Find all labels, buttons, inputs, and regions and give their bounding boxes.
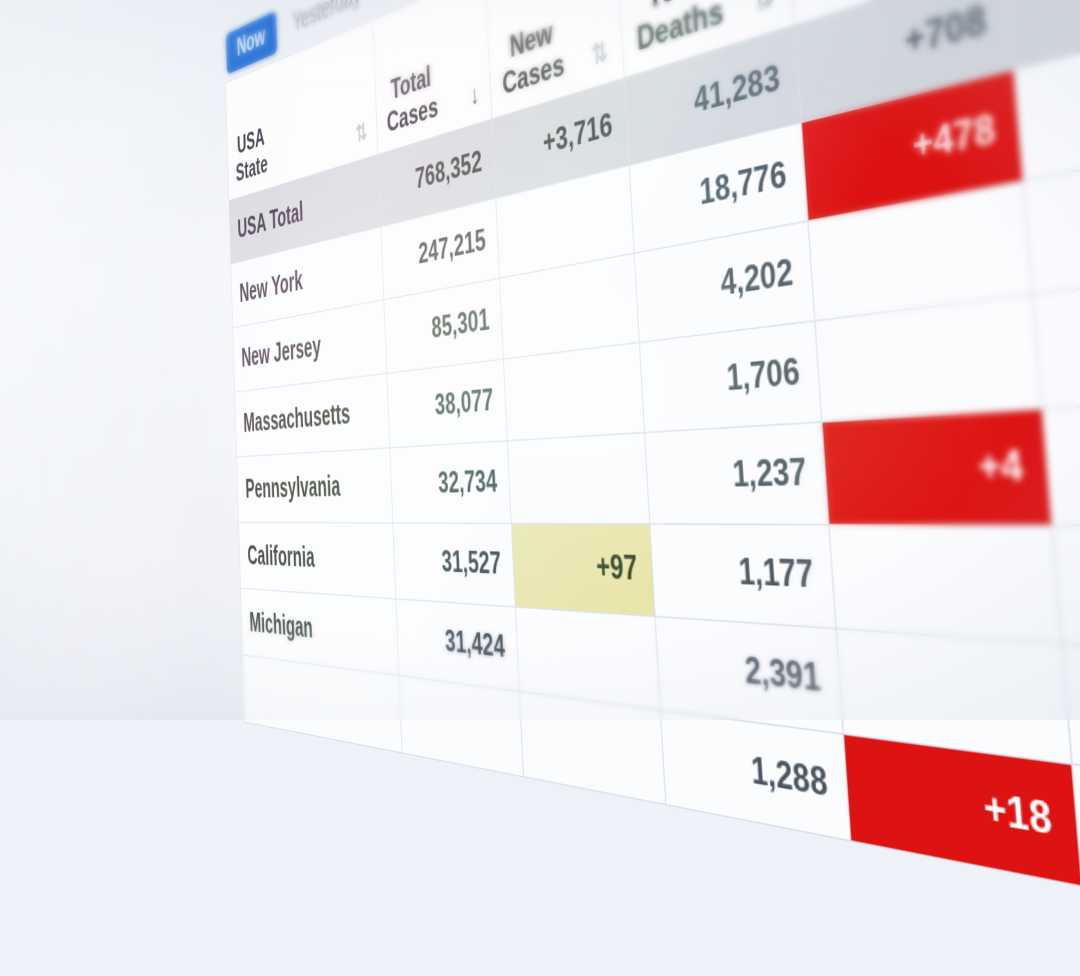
cell-total-cases: 31,527 — [392, 522, 516, 607]
sort-descending-icon[interactable]: ↓ — [469, 80, 480, 112]
webpage-plane: Report Coronavir Sea Now Yesterday — [222, 0, 1080, 959]
cell-total-cases: 32,734 — [389, 440, 512, 524]
cell-new-cases — [519, 691, 666, 805]
perspective-stage: Report Coronavir Sea Now Yesterday — [225, 0, 1080, 955]
sort-both-icon[interactable]: ⇅ — [752, 0, 776, 22]
cell-new-cases: +97 — [511, 523, 656, 617]
covid-stats-table: USA State ⇅ Total Cases — [225, 0, 1080, 955]
cell-total-cases: 38,077 — [386, 359, 508, 448]
cell-total-cases — [398, 675, 524, 777]
screen-surface: Report Coronavir Sea Now Yesterday — [0, 0, 1080, 955]
cell-state: California — [238, 522, 396, 599]
cell-total-deaths: 1,177 — [649, 523, 837, 629]
cell-new-deaths — [828, 524, 1062, 644]
cell-new-deaths: +4 — [821, 408, 1052, 526]
cell-new-cases — [507, 432, 650, 524]
sort-both-icon[interactable]: ⇅ — [590, 35, 610, 73]
sort-both-icon[interactable]: ⇅ — [354, 118, 368, 149]
cell-total-deaths: 1,237 — [644, 422, 829, 525]
cell-new-cases — [503, 342, 645, 441]
cell-state: Pennsylvania — [236, 447, 393, 523]
